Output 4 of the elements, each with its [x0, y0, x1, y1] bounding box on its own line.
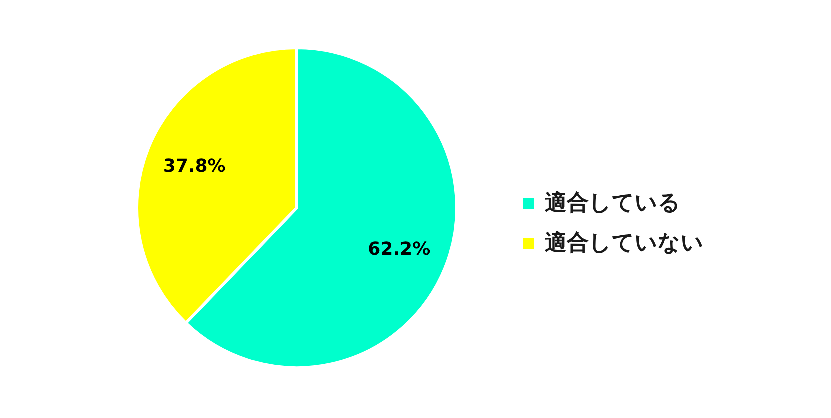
data-label: 62.2% [368, 238, 431, 260]
data-label: 37.8% [163, 156, 226, 178]
legend-label: 適合している [545, 190, 681, 216]
legend-label: 適合していない [545, 230, 704, 256]
